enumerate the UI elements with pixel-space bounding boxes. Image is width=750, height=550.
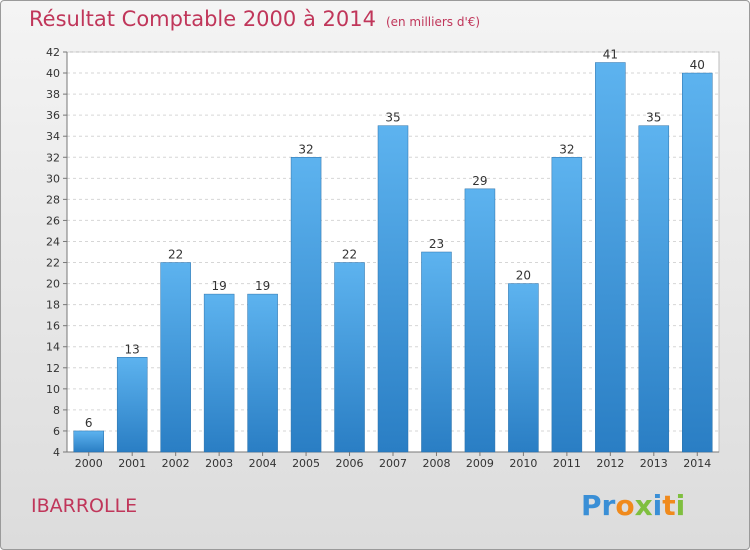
y-tick-label: 34 xyxy=(46,130,60,143)
bar xyxy=(682,72,713,453)
logo-part-2: o xyxy=(615,489,635,522)
bar-value-label: 32 xyxy=(559,142,574,156)
x-tick-label: 2002 xyxy=(162,457,190,470)
town-name: IBARROLLE xyxy=(31,495,138,517)
bar-value-label: 19 xyxy=(211,279,226,293)
bar xyxy=(638,125,670,453)
chart-title: Résultat Comptable 2000 à 2014 (en millie… xyxy=(29,7,480,31)
y-tick-label: 14 xyxy=(46,341,60,354)
y-tick-label: 38 xyxy=(46,88,60,101)
bar xyxy=(464,188,496,453)
logo-part-1: Pr xyxy=(581,489,616,522)
bar xyxy=(203,293,235,453)
bar xyxy=(116,357,148,453)
bar xyxy=(508,283,539,453)
bar-value-label: 40 xyxy=(690,58,705,72)
bar-value-label: 13 xyxy=(125,342,140,356)
y-tick-label: 32 xyxy=(46,151,60,164)
y-tick-label: 28 xyxy=(46,193,60,206)
bar-value-label: 22 xyxy=(168,248,183,262)
bar-value-label: 20 xyxy=(516,269,531,283)
y-tick-label: 18 xyxy=(46,299,60,312)
bar xyxy=(551,157,583,453)
y-tick-label: 36 xyxy=(46,109,60,122)
y-tick-label: 24 xyxy=(46,235,60,248)
bar-value-label: 35 xyxy=(385,111,400,125)
bar xyxy=(160,262,191,453)
bar xyxy=(247,293,278,453)
bar xyxy=(73,430,104,453)
proxiti-logo: Proxiti xyxy=(581,489,685,522)
logo-part-6: i xyxy=(675,489,686,522)
x-tick-label: 2012 xyxy=(596,457,624,470)
logo-part-5: t xyxy=(662,489,676,522)
bar-value-label: 22 xyxy=(342,248,357,262)
bar-value-label: 19 xyxy=(255,279,270,293)
x-tick-label: 2014 xyxy=(683,457,711,470)
logo-part-3: x xyxy=(634,489,653,522)
x-tick-label: 2007 xyxy=(379,457,407,470)
bar-value-label: 35 xyxy=(646,111,661,125)
y-tick-label: 22 xyxy=(46,257,60,270)
x-tick-label: 2009 xyxy=(466,457,494,470)
bar-value-label: 6 xyxy=(85,416,93,430)
bar xyxy=(290,157,322,453)
bar-value-label: 23 xyxy=(429,237,444,251)
y-tick-label: 26 xyxy=(46,214,60,227)
bar-value-label: 29 xyxy=(472,174,487,188)
y-tick-label: 4 xyxy=(53,446,60,459)
x-tick-label: 2000 xyxy=(75,457,103,470)
bar xyxy=(595,62,626,453)
bar xyxy=(377,125,409,453)
y-tick-label: 10 xyxy=(46,383,60,396)
x-tick-label: 2003 xyxy=(205,457,233,470)
x-tick-label: 2006 xyxy=(336,457,364,470)
chart-subtitle: (en milliers d'€) xyxy=(385,15,481,29)
chart-title-text: Résultat Comptable 2000 à 2014 xyxy=(29,7,376,31)
bar-value-label: 41 xyxy=(603,48,618,62)
y-tick-label: 20 xyxy=(46,278,60,291)
x-tick-label: 2013 xyxy=(640,457,668,470)
y-tick-label: 16 xyxy=(46,320,60,333)
x-tick-label: 2010 xyxy=(509,457,537,470)
bar-value-label: 32 xyxy=(298,142,313,156)
x-tick-label: 2008 xyxy=(422,457,450,470)
x-tick-label: 2004 xyxy=(249,457,277,470)
y-tick-label: 42 xyxy=(46,46,60,59)
y-tick-label: 12 xyxy=(46,362,60,375)
y-tick-label: 6 xyxy=(53,425,60,438)
x-tick-label: 2001 xyxy=(118,457,146,470)
y-tick-label: 40 xyxy=(46,67,60,80)
logo-part-4: i xyxy=(652,489,663,522)
y-tick-label: 30 xyxy=(46,172,60,185)
y-tick-label: 8 xyxy=(53,404,60,417)
x-tick-label: 2011 xyxy=(553,457,581,470)
x-tick-label: 2005 xyxy=(292,457,320,470)
bar xyxy=(421,251,452,453)
bar xyxy=(334,262,365,453)
